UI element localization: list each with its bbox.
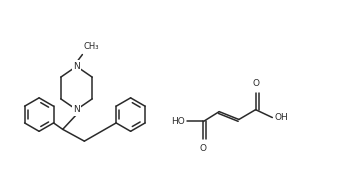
Text: HO: HO bbox=[171, 117, 185, 126]
Text: CH₃: CH₃ bbox=[83, 42, 99, 51]
Text: N: N bbox=[73, 62, 80, 71]
Text: O: O bbox=[200, 144, 207, 153]
Text: N: N bbox=[73, 105, 80, 114]
Text: O: O bbox=[252, 79, 259, 88]
Text: OH: OH bbox=[274, 113, 288, 122]
